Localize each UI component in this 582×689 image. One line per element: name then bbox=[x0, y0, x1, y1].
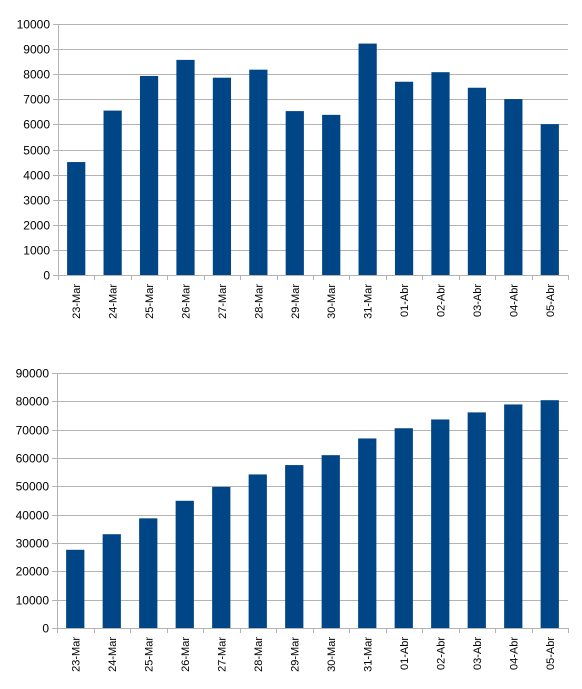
y-tick-label: 60000 bbox=[16, 452, 50, 466]
bar bbox=[249, 69, 268, 276]
bar bbox=[431, 419, 450, 628]
bar bbox=[467, 87, 487, 275]
cumulative-bar-chart-svg: 0 10000 20000 30000 40000 50000 60000 70000 8000… bbox=[16, 367, 569, 672]
y-tick-label: 40000 bbox=[16, 509, 50, 523]
daily-bar-chart-svg: 0 1000 2000 3000 4000 5000 6000 7000 8000 9000 100… bbox=[17, 18, 569, 319]
x-tick-label: 03-Abr bbox=[472, 637, 484, 670]
x-tick-label: 25-Mar bbox=[144, 284, 156, 319]
y-tick-label: 10000 bbox=[16, 594, 50, 608]
x-tick-label: 02-Abr bbox=[435, 637, 447, 670]
x-tick-label: 27-Mar bbox=[217, 284, 229, 319]
x-tick-label: 31-Mar bbox=[363, 284, 375, 319]
bar bbox=[139, 75, 159, 276]
x-tick-label: 23-Mar bbox=[70, 637, 82, 672]
y-tick-label: 50000 bbox=[16, 480, 50, 494]
y-tick-label: 9000 bbox=[23, 43, 50, 57]
x-tick-label: 03-Abr bbox=[472, 284, 484, 317]
y-tick-label: 4000 bbox=[23, 169, 50, 183]
y-tick-label: 80000 bbox=[16, 395, 50, 409]
bar bbox=[176, 59, 195, 275]
bar bbox=[358, 43, 377, 275]
bar bbox=[67, 162, 86, 275]
bar bbox=[103, 110, 122, 275]
x-tick-label: 31-Mar bbox=[362, 637, 374, 672]
y-tick-label: 70000 bbox=[16, 424, 50, 438]
bar bbox=[467, 412, 486, 628]
x-tick-label: 24-Mar bbox=[108, 284, 120, 319]
x-tick-label: 01-Abr bbox=[399, 637, 411, 670]
x-tick-label: 30-Mar bbox=[326, 284, 338, 319]
x-tick-label: 29-Mar bbox=[289, 637, 301, 672]
y-tick-label: 6000 bbox=[23, 118, 50, 132]
y-tick-label: 30000 bbox=[16, 537, 50, 551]
y-tick-label: 2000 bbox=[23, 219, 50, 233]
x-tick-label: 05-Abr bbox=[545, 284, 557, 317]
bar bbox=[394, 428, 413, 628]
daily-bar-chart: 0 1000 2000 3000 4000 5000 6000 7000 8000 9000 100… bbox=[0, 0, 582, 340]
x-tick-label: 25-Mar bbox=[143, 637, 155, 672]
x-tick-label: 27-Mar bbox=[216, 637, 228, 672]
bar bbox=[66, 549, 85, 628]
y-tick-label: 5000 bbox=[23, 144, 50, 158]
x-tick-label: 26-Mar bbox=[181, 284, 193, 319]
x-tick-label: 04-Abr bbox=[508, 637, 520, 670]
bar bbox=[431, 72, 450, 275]
bar bbox=[540, 124, 559, 276]
y-tick-label: 3000 bbox=[23, 194, 50, 208]
bar bbox=[102, 534, 121, 628]
x-tick-label: 24-Mar bbox=[107, 637, 119, 672]
y-tick-label: 0 bbox=[42, 622, 49, 636]
y-tick-label: 90000 bbox=[16, 367, 50, 381]
x-tick-label: 26-Mar bbox=[180, 637, 192, 672]
bar bbox=[139, 518, 158, 628]
y-tick-label: 0 bbox=[43, 269, 50, 283]
bar bbox=[394, 81, 414, 275]
x-tick-label: 02-Abr bbox=[436, 284, 448, 317]
x-tick-label: 23-Mar bbox=[71, 284, 83, 319]
bar bbox=[358, 438, 377, 628]
x-tick-label: 01-Abr bbox=[399, 284, 411, 317]
bar bbox=[285, 111, 304, 275]
bar bbox=[212, 486, 231, 628]
y-tick-label: 8000 bbox=[23, 68, 50, 82]
bar bbox=[504, 99, 523, 275]
bar bbox=[540, 400, 559, 628]
bar bbox=[321, 455, 340, 628]
x-tick-label: 05-Abr bbox=[545, 637, 557, 670]
bar bbox=[285, 465, 304, 628]
y-tick-label: 10000 bbox=[17, 18, 51, 32]
x-tick-label: 29-Mar bbox=[290, 284, 302, 319]
cumulative-bar-chart: 0 10000 20000 30000 40000 50000 60000 70000 8000… bbox=[0, 350, 582, 689]
y-tick-label: 7000 bbox=[23, 93, 50, 107]
bar bbox=[212, 77, 232, 276]
bar bbox=[322, 114, 341, 275]
bar bbox=[248, 474, 267, 628]
x-tick-label: 30-Mar bbox=[326, 637, 338, 672]
x-tick-label: 28-Mar bbox=[253, 284, 265, 319]
y-tick-label: 1000 bbox=[23, 244, 50, 258]
x-tick-label: 28-Mar bbox=[253, 637, 265, 672]
x-tick-label: 04-Abr bbox=[508, 284, 520, 317]
y-tick-label: 20000 bbox=[16, 565, 50, 579]
bar bbox=[504, 404, 523, 628]
bar bbox=[175, 500, 194, 628]
